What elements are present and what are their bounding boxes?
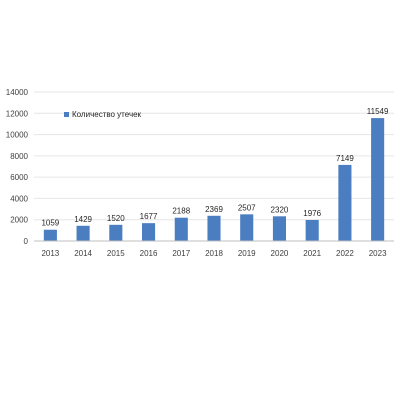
y-tick-label: 10000: [6, 131, 29, 140]
data-label: 11549: [367, 107, 389, 116]
x-tick-label: 2017: [172, 249, 190, 258]
data-label: 1520: [107, 214, 125, 223]
y-tick-label: 8000: [10, 152, 28, 161]
x-tick-label: 2021: [303, 249, 321, 258]
bar: [338, 164, 352, 241]
y-tick-label: 4000: [10, 194, 28, 203]
x-tick-label: 2020: [271, 249, 289, 258]
data-label: 1677: [140, 212, 158, 221]
bar: [174, 217, 188, 241]
data-label: 2507: [238, 203, 256, 212]
data-labels: 1059 1429 1520 1677 2188 2369 2507 2320 1976 7149…: [41, 107, 389, 228]
bar: [142, 223, 156, 241]
data-label: 2369: [205, 205, 223, 214]
bars: [43, 118, 385, 241]
data-label: 1429: [74, 215, 92, 224]
data-label: 1976: [303, 209, 321, 218]
x-tick-label: 2019: [238, 249, 256, 258]
bar: [43, 229, 57, 241]
x-tick-label: 2013: [41, 249, 59, 258]
data-label: 1059: [41, 219, 59, 228]
bar: [240, 214, 254, 241]
bar: [371, 118, 385, 241]
legend: Количество утечек: [64, 110, 142, 119]
x-tick-label: 2014: [74, 249, 92, 258]
legend-swatch: [64, 112, 69, 117]
data-label: 2320: [271, 205, 289, 214]
x-tick-label: 2022: [336, 249, 354, 258]
bar: [272, 216, 286, 241]
x-tick-label: 2016: [140, 249, 158, 258]
x-axis-ticks: 2013 2014 2015 2016 2017 2018 2019 2020 2021 2022…: [41, 249, 387, 258]
y-axis-ticks: 0 2000 4000 6000 8000 10000 12000 14000: [6, 88, 29, 246]
bar: [207, 215, 221, 241]
y-tick-label: 6000: [10, 173, 28, 182]
y-tick-label: 12000: [6, 109, 29, 118]
gridlines: [34, 91, 394, 221]
legend-label: Количество утечек: [72, 110, 142, 119]
bar: [76, 225, 90, 241]
bar: [109, 224, 123, 241]
y-tick-label: 0: [24, 237, 29, 246]
x-tick-label: 2023: [369, 249, 387, 258]
y-tick-label: 14000: [6, 88, 29, 97]
y-tick-label: 2000: [10, 216, 28, 225]
data-label: 7149: [336, 154, 354, 163]
x-tick-label: 2018: [205, 249, 223, 258]
data-label: 2188: [172, 207, 190, 216]
bar: [305, 219, 319, 241]
x-tick-label: 2015: [107, 249, 125, 258]
